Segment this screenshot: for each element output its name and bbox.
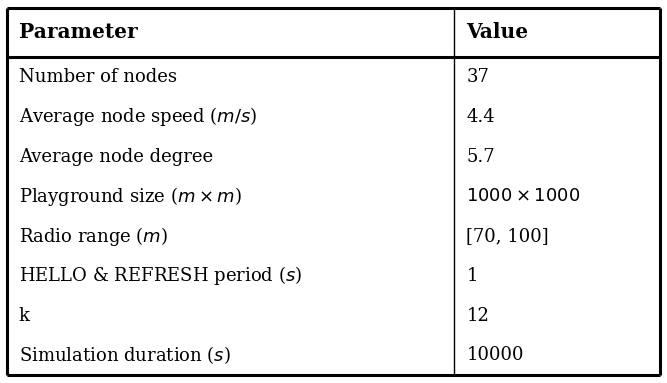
Text: 12: 12 xyxy=(466,307,490,325)
Text: 1: 1 xyxy=(466,267,478,285)
Text: 5.7: 5.7 xyxy=(466,148,495,166)
Text: $1000 \times 1000$: $1000 \times 1000$ xyxy=(466,187,581,205)
Text: Number of nodes: Number of nodes xyxy=(19,68,177,86)
Text: Radio range ($m$): Radio range ($m$) xyxy=(19,225,168,248)
Text: 4.4: 4.4 xyxy=(466,108,495,126)
Text: 37: 37 xyxy=(466,68,490,86)
Text: [70, 100]: [70, 100] xyxy=(466,227,549,245)
Text: 10000: 10000 xyxy=(466,347,524,365)
Text: Value: Value xyxy=(466,23,528,43)
Text: Average node speed ($m/s$): Average node speed ($m/s$) xyxy=(19,105,257,128)
Text: HELLO & REFRESH period ($s$): HELLO & REFRESH period ($s$) xyxy=(19,264,302,288)
Text: Playground size ($m \times m$): Playground size ($m \times m$) xyxy=(19,185,241,208)
Text: Simulation duration ($s$): Simulation duration ($s$) xyxy=(19,345,231,367)
Text: Parameter: Parameter xyxy=(19,23,137,43)
Text: Average node degree: Average node degree xyxy=(19,148,213,166)
Text: k: k xyxy=(19,307,29,325)
